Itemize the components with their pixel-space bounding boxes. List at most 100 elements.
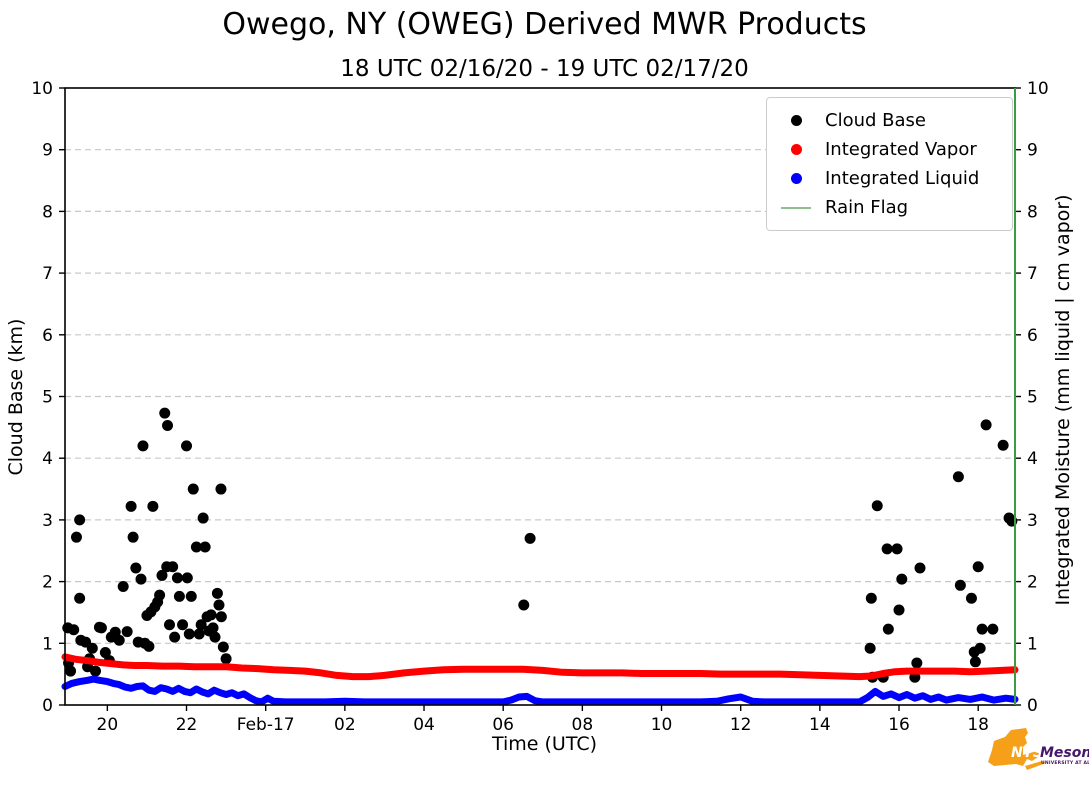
x-tick-label: 20 bbox=[97, 715, 119, 735]
legend-item-rain-flag: Rain Flag bbox=[781, 193, 1004, 222]
cloud-base-point bbox=[117, 581, 129, 593]
y-tick-label-left: 4 bbox=[42, 449, 53, 469]
cloud-base-point bbox=[220, 653, 232, 665]
cloud-base-point bbox=[121, 626, 133, 638]
rain-flag-line-icon bbox=[781, 206, 811, 209]
logo-org-text: NYS bbox=[1011, 745, 1043, 761]
cloud-base-point bbox=[893, 604, 905, 616]
x-tick-label: 14 bbox=[809, 715, 831, 735]
cloud-base-marker-icon bbox=[781, 115, 811, 126]
cloud-base-point bbox=[896, 573, 908, 585]
x-tick-label: 08 bbox=[572, 715, 594, 735]
cloud-base-point bbox=[177, 619, 189, 631]
y-tick-label-left: 3 bbox=[42, 511, 53, 531]
cloud-base-point bbox=[213, 599, 225, 611]
cloud-base-point bbox=[167, 561, 179, 573]
cloud-base-point bbox=[135, 573, 147, 585]
cloud-base-point bbox=[173, 590, 185, 602]
nys-mesonet-logo: NYS Mesonet UNIVERSITY AT ALBANY bbox=[980, 724, 1089, 794]
y-tick-label-left: 7 bbox=[42, 264, 53, 284]
logo-name-text: Mesonet bbox=[1040, 745, 1089, 761]
y-tick-label-left: 6 bbox=[42, 326, 53, 346]
cloud-base-point bbox=[864, 642, 876, 654]
integrated-vapor-line bbox=[61, 653, 1019, 681]
cloud-base-point bbox=[181, 572, 193, 584]
ny-state-icon bbox=[988, 728, 1046, 770]
cloud-base-point bbox=[159, 407, 171, 419]
cloud-base-point bbox=[127, 531, 139, 543]
y-tick-label-left: 0 bbox=[42, 696, 53, 716]
cloud-base-point bbox=[137, 440, 149, 452]
y-tick-label-right: 5 bbox=[1027, 388, 1038, 408]
legend-label: Cloud Base bbox=[825, 110, 926, 131]
legend-item-cloud-base: Cloud Base bbox=[781, 106, 1004, 135]
y-tick-label-right: 10 bbox=[1027, 79, 1049, 99]
y-tick-label-left: 2 bbox=[42, 573, 53, 593]
cloud-base-point bbox=[205, 609, 217, 621]
cloud-base-point bbox=[215, 483, 227, 495]
legend-item-integrated-vapor: Integrated Vapor bbox=[781, 135, 1004, 164]
x-tick-label: 12 bbox=[730, 715, 752, 735]
cloud-base-point bbox=[211, 587, 223, 599]
y-axis-label-right: Integrated Moisture (mm liquid | cm vapo… bbox=[1052, 194, 1074, 606]
cloud-base-point bbox=[125, 500, 137, 512]
cloud-base-point bbox=[89, 665, 101, 677]
cloud-base-point bbox=[162, 419, 174, 431]
cloud-base-point bbox=[954, 579, 966, 591]
cloud-base-point bbox=[95, 622, 107, 634]
cloud-base-point bbox=[185, 590, 197, 602]
legend-label: Integrated Vapor bbox=[825, 139, 977, 160]
cloud-base-point bbox=[195, 619, 207, 631]
cloud-base-point bbox=[74, 514, 86, 526]
cloud-base-point bbox=[997, 439, 1009, 451]
cloud-base-point bbox=[130, 562, 142, 574]
cloud-base-point bbox=[952, 471, 964, 483]
x-axis-label: Time (UTC) bbox=[491, 733, 598, 755]
y-tick-label-left: 9 bbox=[42, 141, 53, 161]
x-tick-label: 02 bbox=[334, 715, 356, 735]
cloud-base-point bbox=[965, 592, 977, 604]
x-tick-label: 04 bbox=[413, 715, 435, 735]
cloud-base-point bbox=[74, 592, 86, 604]
cloud-base-point bbox=[215, 611, 227, 623]
y-tick-label-right: 8 bbox=[1027, 202, 1038, 222]
cloud-base-point bbox=[68, 624, 80, 636]
y-axis-label-left: Cloud Base (km) bbox=[5, 318, 27, 476]
logo-tagline-text: UNIVERSITY AT ALBANY bbox=[1041, 761, 1089, 766]
cloud-base-point bbox=[70, 531, 82, 543]
cloud-base-point bbox=[524, 532, 536, 544]
cloud-base-point bbox=[193, 628, 205, 640]
cloud-base-point bbox=[113, 634, 125, 646]
cloud-base-point bbox=[976, 623, 988, 635]
y-tick-label-left: 10 bbox=[31, 79, 53, 99]
cloud-base-point bbox=[199, 541, 211, 553]
cloud-base-point bbox=[974, 642, 986, 654]
y-tick-label-right: 3 bbox=[1027, 511, 1038, 531]
cloud-base-point bbox=[865, 592, 877, 604]
integrated-liquid-marker-icon bbox=[781, 173, 811, 184]
cloud-base-point bbox=[881, 543, 893, 555]
cloud-base-point bbox=[207, 622, 219, 634]
legend-item-integrated-liquid: Integrated Liquid bbox=[781, 164, 1004, 193]
cloud-base-point bbox=[171, 572, 183, 584]
legend: Cloud Base Integrated Vapor Integrated L… bbox=[766, 97, 1013, 231]
x-tick-label: Feb-17 bbox=[237, 715, 295, 735]
chart-title: Owego, NY (OWEG) Derived MWR Products bbox=[222, 7, 867, 42]
cloud-base-point bbox=[147, 500, 159, 512]
x-tick-label: 18 bbox=[967, 715, 989, 735]
cloud-base-point bbox=[169, 631, 181, 643]
y-tick-label-right: 9 bbox=[1027, 141, 1038, 161]
cloud-base-point bbox=[969, 656, 981, 668]
y-tick-label-right: 0 bbox=[1027, 696, 1038, 716]
cloud-base-point bbox=[882, 623, 894, 635]
y-tick-label-right: 1 bbox=[1027, 634, 1038, 654]
y-tick-label-left: 8 bbox=[42, 202, 53, 222]
cloud-base-point bbox=[143, 640, 155, 652]
integrated-vapor-marker-icon bbox=[781, 144, 811, 155]
cloud-base-point bbox=[972, 561, 984, 573]
legend-label: Integrated Liquid bbox=[825, 168, 980, 189]
cloud-base-point bbox=[183, 628, 195, 640]
cloud-base-point bbox=[187, 483, 199, 495]
cloud-base-point bbox=[217, 641, 229, 653]
